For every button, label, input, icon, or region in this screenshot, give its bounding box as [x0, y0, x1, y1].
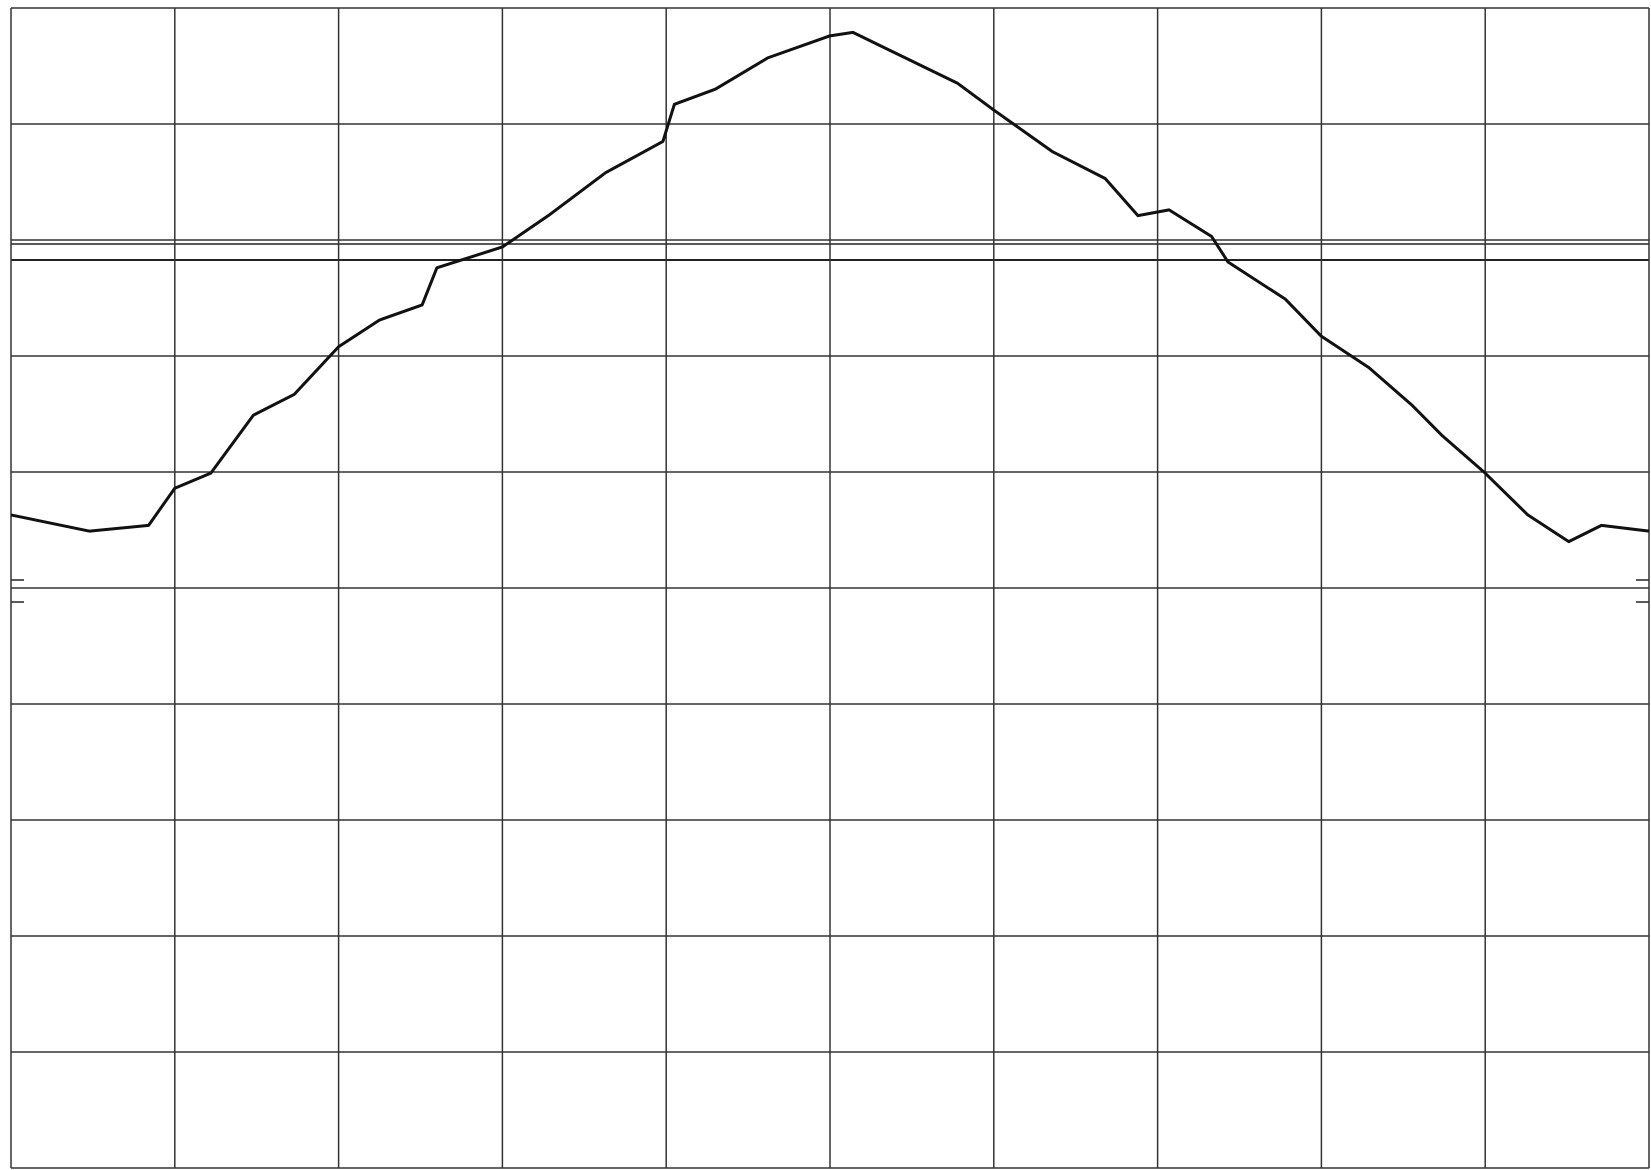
- trace: [10, 30, 1650, 544]
